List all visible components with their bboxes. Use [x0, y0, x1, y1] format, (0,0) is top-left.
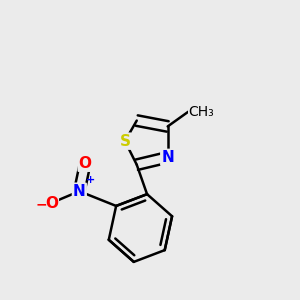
- Text: S: S: [119, 134, 130, 149]
- Text: N: N: [161, 150, 174, 165]
- Text: N: N: [73, 184, 86, 199]
- Text: +: +: [86, 175, 95, 185]
- Text: O: O: [45, 196, 58, 211]
- Text: O: O: [79, 156, 92, 171]
- Text: −: −: [35, 197, 47, 212]
- Text: CH₃: CH₃: [188, 105, 214, 119]
